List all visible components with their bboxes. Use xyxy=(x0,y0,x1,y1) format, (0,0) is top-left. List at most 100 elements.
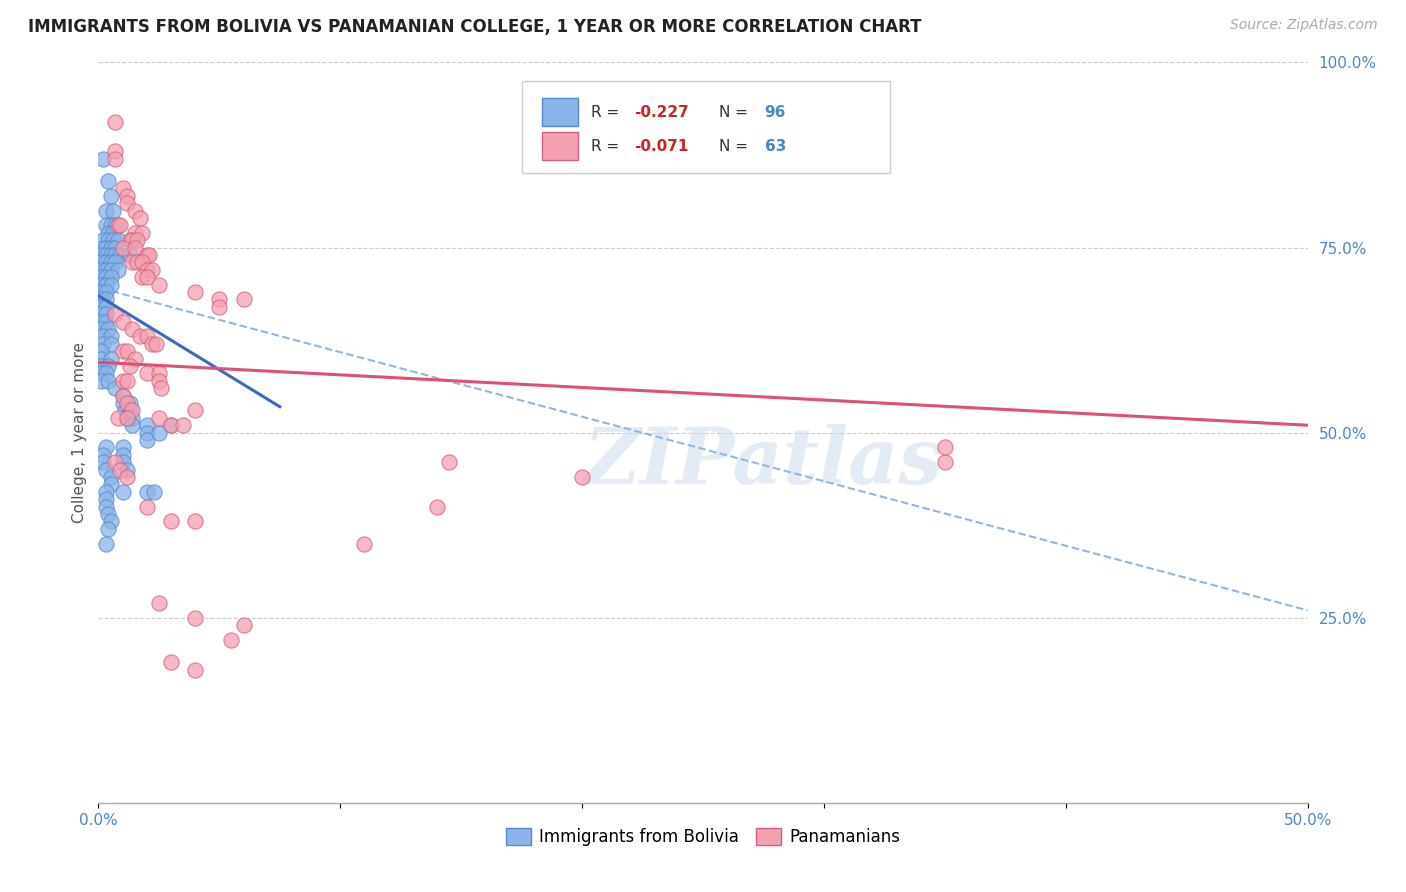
Point xyxy=(128,329,150,343)
Point xyxy=(90,344,112,359)
Point xyxy=(128,211,150,225)
Point xyxy=(97,233,120,247)
Point xyxy=(121,403,143,417)
Point xyxy=(117,410,139,425)
Point xyxy=(90,351,112,366)
Point xyxy=(111,388,134,402)
Point xyxy=(101,233,124,247)
Point xyxy=(90,262,112,277)
Point xyxy=(571,470,593,484)
Legend: Immigrants from Bolivia, Panamanians: Immigrants from Bolivia, Panamanians xyxy=(506,828,900,847)
Point xyxy=(94,536,117,550)
Point xyxy=(135,367,157,381)
Point xyxy=(117,374,139,388)
Point xyxy=(117,470,139,484)
Point xyxy=(94,441,117,455)
Point xyxy=(100,277,122,292)
Point xyxy=(100,240,122,255)
Point xyxy=(111,181,134,195)
Point xyxy=(124,203,146,218)
Point xyxy=(104,381,127,395)
Point xyxy=(101,226,124,240)
Point xyxy=(100,336,122,351)
Text: -0.227: -0.227 xyxy=(634,104,689,120)
Point xyxy=(91,455,114,469)
Point xyxy=(118,396,141,410)
Point xyxy=(184,285,207,299)
Point xyxy=(117,196,139,211)
Point xyxy=(94,219,117,233)
Point xyxy=(148,410,170,425)
Point xyxy=(118,359,141,373)
Point xyxy=(426,500,449,514)
Point xyxy=(131,226,153,240)
Point xyxy=(221,632,243,647)
Point xyxy=(148,367,170,381)
Point xyxy=(121,322,143,336)
Point xyxy=(97,174,120,188)
Text: -0.071: -0.071 xyxy=(634,138,689,153)
Point xyxy=(114,403,136,417)
Point xyxy=(94,293,117,307)
Point xyxy=(118,248,141,262)
Point xyxy=(90,314,112,328)
Point xyxy=(100,477,122,491)
Point xyxy=(91,336,114,351)
Point xyxy=(107,233,129,247)
Point xyxy=(111,344,134,359)
Point xyxy=(121,255,143,269)
Point xyxy=(135,500,157,514)
Point xyxy=(127,255,149,269)
Point xyxy=(141,262,163,277)
Point xyxy=(104,152,127,166)
Point xyxy=(117,410,139,425)
Point xyxy=(104,240,127,255)
Point xyxy=(100,219,122,233)
Point xyxy=(94,270,117,285)
Point xyxy=(100,248,122,262)
Point xyxy=(160,418,183,433)
Point xyxy=(111,314,134,328)
Point xyxy=(117,462,139,476)
Point xyxy=(160,418,183,433)
Point xyxy=(90,300,112,314)
Point xyxy=(127,233,149,247)
Point xyxy=(111,455,134,469)
Point xyxy=(111,388,134,402)
Point xyxy=(104,307,127,321)
Point xyxy=(124,240,146,255)
Point xyxy=(117,188,139,202)
Point xyxy=(353,536,375,550)
Point xyxy=(94,492,117,507)
Point xyxy=(121,418,143,433)
Point xyxy=(135,248,157,262)
Point xyxy=(97,507,120,521)
Point xyxy=(94,314,117,328)
Text: N =: N = xyxy=(718,138,752,153)
Point xyxy=(172,418,194,433)
Point xyxy=(90,307,112,321)
Point xyxy=(135,425,157,440)
Point xyxy=(97,226,120,240)
Point xyxy=(101,203,124,218)
Text: R =: R = xyxy=(591,138,624,153)
Point xyxy=(94,255,117,269)
Point xyxy=(184,403,207,417)
Point xyxy=(94,248,117,262)
Point xyxy=(104,455,127,469)
Y-axis label: College, 1 year or more: College, 1 year or more xyxy=(72,343,87,523)
Text: ZIPatlas: ZIPatlas xyxy=(583,424,943,500)
Point xyxy=(124,351,146,366)
Point xyxy=(135,270,157,285)
Point xyxy=(100,270,122,285)
Point xyxy=(111,240,134,255)
Point xyxy=(90,248,112,262)
Bar xyxy=(543,98,578,126)
Point xyxy=(141,336,163,351)
Point xyxy=(184,610,207,624)
Point xyxy=(91,329,114,343)
Point xyxy=(138,248,160,262)
Point xyxy=(90,293,112,307)
Point xyxy=(184,515,207,529)
Point xyxy=(104,219,127,233)
